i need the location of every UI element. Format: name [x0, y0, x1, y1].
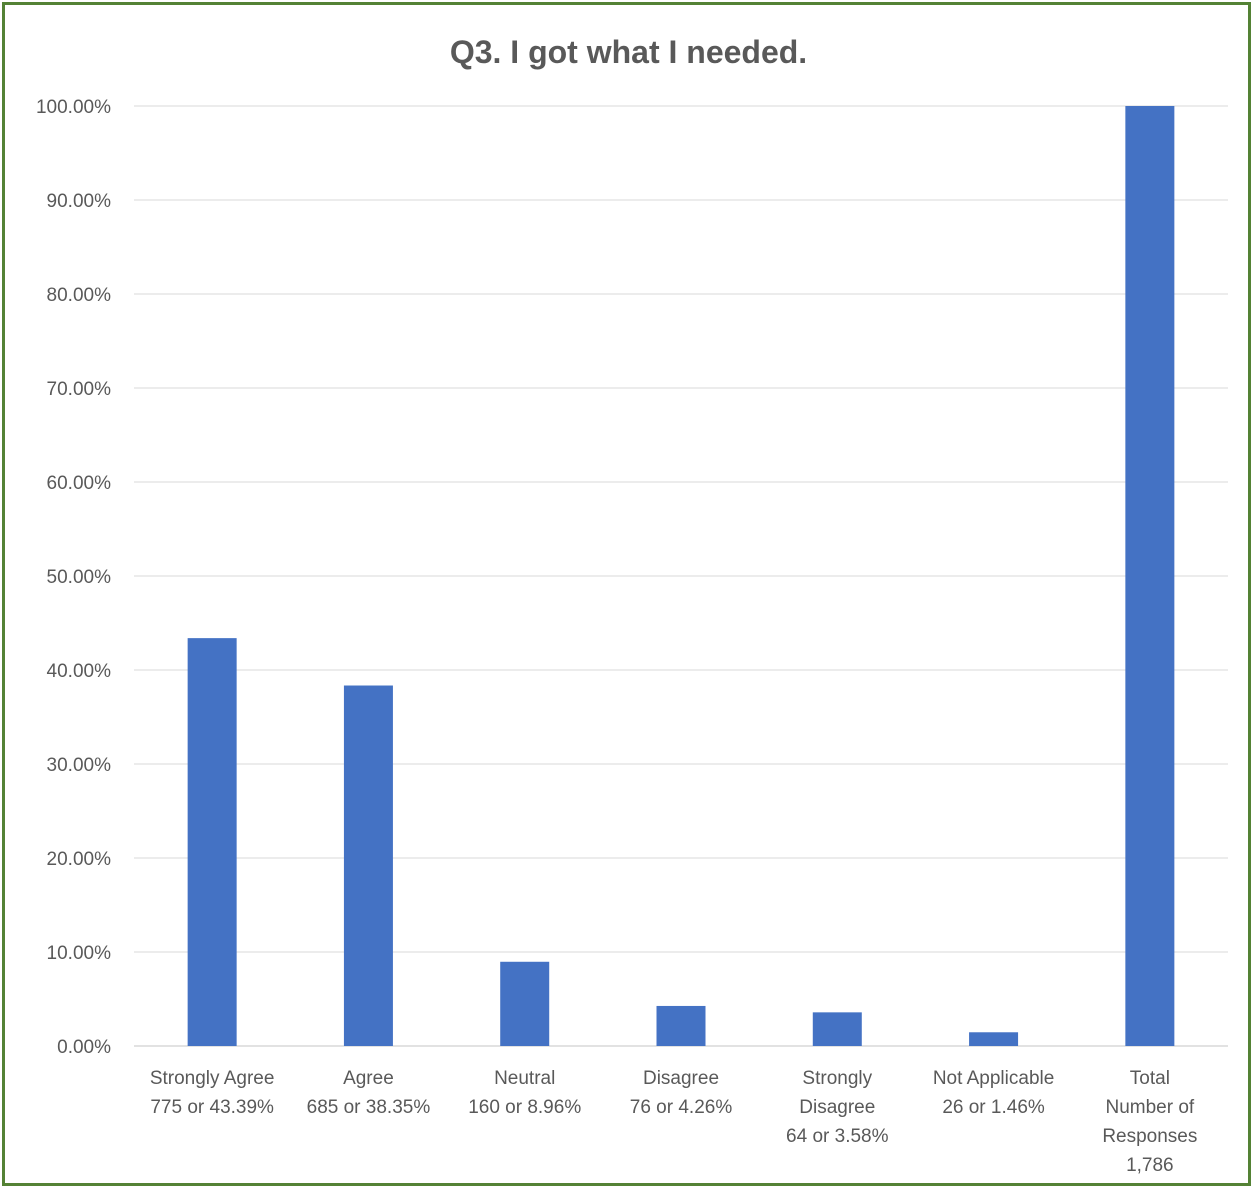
- y-tick-label: 10.00%: [47, 943, 112, 964]
- chart-title: Q3. I got what I needed.: [449, 34, 808, 70]
- y-tick-label: 30.00%: [47, 755, 112, 776]
- y-tick-label: 40.00%: [47, 661, 112, 682]
- x-category-label: Agree 685 or 38.35%: [307, 1068, 431, 1118]
- y-tick-label: 50.00%: [47, 567, 112, 588]
- y-tick-label: 80.00%: [47, 285, 112, 306]
- y-tick-label: 20.00%: [47, 849, 112, 870]
- bar: [812, 1012, 862, 1046]
- bar: [1125, 106, 1175, 1046]
- y-tick-label: 0.00%: [57, 1037, 111, 1058]
- x-category-label: Neutral 160 or 8.96%: [468, 1068, 581, 1118]
- x-category-label: Not Applicable 26 or 1.46%: [933, 1068, 1054, 1118]
- bar: [343, 685, 393, 1046]
- x-category-label: Disagree 76 or 4.26%: [630, 1068, 733, 1118]
- y-tick-label: 100.00%: [36, 97, 111, 118]
- y-tick-label: 60.00%: [47, 473, 112, 494]
- bar: [969, 1032, 1019, 1046]
- x-category-label: Strongly Disagree 64 or 3.58%: [786, 1068, 889, 1147]
- bar: [656, 1005, 706, 1046]
- x-category-label: Total Number of Responses 1,786: [1102, 1068, 1197, 1176]
- y-tick-label: 90.00%: [47, 191, 112, 212]
- x-category-label: Strongly Agree 775 or 43.39%: [150, 1068, 275, 1118]
- y-tick-label: 70.00%: [47, 379, 112, 400]
- bar: [500, 961, 550, 1046]
- bar: [187, 638, 237, 1046]
